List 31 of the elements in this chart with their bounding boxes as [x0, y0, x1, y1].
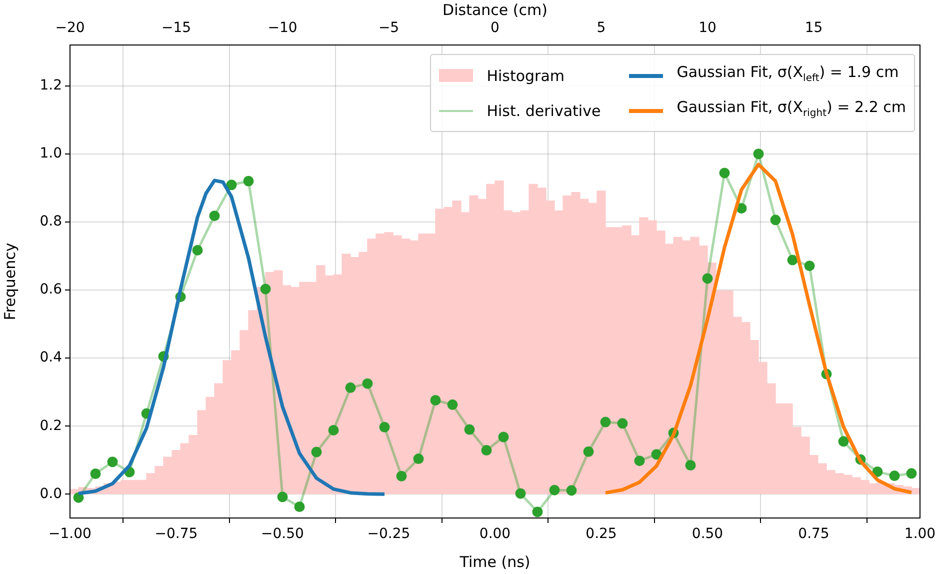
- y-tick-label: 0.8: [40, 214, 62, 230]
- y-tick-label: 1.0: [40, 146, 62, 162]
- x-axis-title: Time (ns): [458, 552, 530, 571]
- x-tick-label: −0.25: [367, 526, 410, 542]
- y-tick-label: 1.2: [40, 77, 62, 94]
- x2-tick-label: 15: [804, 20, 823, 36]
- x-tick-label: −0.75: [154, 526, 198, 542]
- x2-tick-label: −15: [161, 20, 192, 36]
- x2-tick-label: −5: [378, 20, 400, 36]
- x2-axis-title: Distance (cm): [442, 0, 548, 19]
- x-tick-label: 1.00: [904, 526, 936, 542]
- x-tick-label: 0.25: [586, 526, 617, 542]
- x-tick-label: 0.75: [798, 526, 830, 542]
- x-tick-label: 0.00: [479, 526, 511, 542]
- x-tick-label: −0.50: [261, 526, 304, 542]
- x2-tick-label: 5: [596, 20, 606, 36]
- y-axis-title: Frequency: [0, 242, 19, 320]
- x-tick-label: −1.00: [48, 526, 92, 542]
- legend-label: Gaussian Fit, σ(X$_{right}$) = 2.2 cm: [676, 97, 906, 121]
- y-tick-label: 0.6: [40, 282, 62, 298]
- x2-tick-label: 10: [698, 20, 716, 36]
- x2-tick-label: −20: [55, 20, 85, 36]
- x2-tick-label: 0: [490, 20, 500, 36]
- y-tick-label: 0.0: [40, 486, 62, 502]
- y-tick-label: 0.4: [40, 350, 62, 366]
- legend-label: Hist. derivative: [486, 100, 601, 122]
- x-tick-label: 0.50: [692, 526, 724, 542]
- legend-label: Histogram: [486, 66, 565, 86]
- legend-label: Gaussian Fit, σ(X$_{left}$) = 1.9 cm: [676, 62, 899, 86]
- y-tick-label: 0.2: [40, 418, 62, 434]
- x2-tick-label: −10: [268, 20, 298, 36]
